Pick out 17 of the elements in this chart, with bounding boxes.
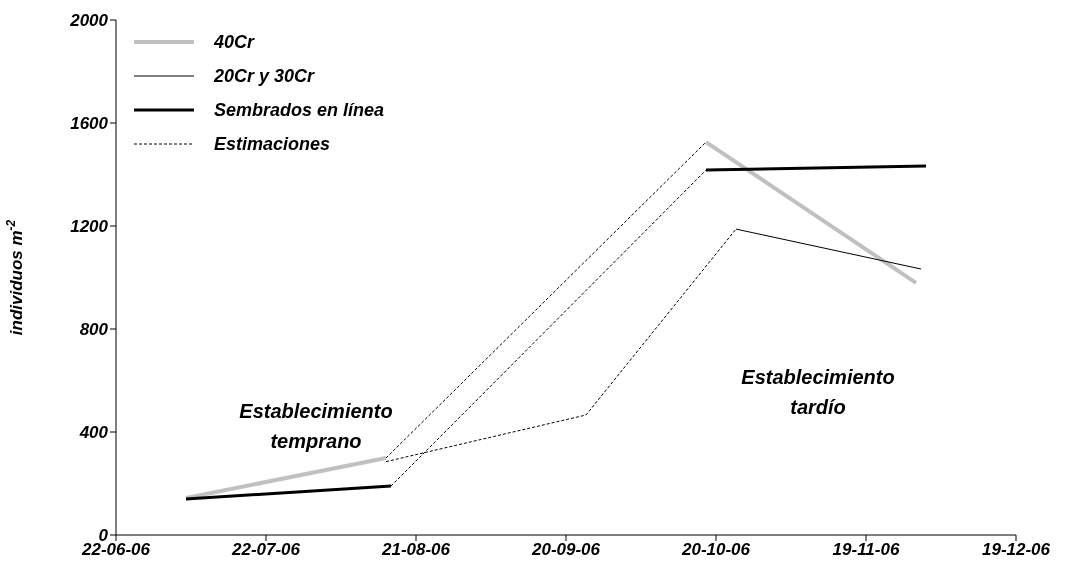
x-tick-label: 22-07-06 — [230, 540, 301, 560]
x-tick-label: 19-11-06 — [832, 540, 900, 560]
y-tick-label: 400 — [78, 423, 109, 443]
legend-label: Sembrados en línea — [214, 99, 385, 121]
annotation: Establecimiento temprano — [239, 400, 393, 452]
x-tick-label: 21-08-06 — [380, 540, 451, 560]
y-tick-label: 2000 — [69, 11, 109, 31]
x-tick-label: 19-12-06 — [981, 540, 1051, 560]
y-tick-label: 1200 — [70, 217, 109, 237]
x-tick-label: 20-10-06 — [680, 540, 751, 560]
legend-label: 20Cr y 30Cr — [214, 65, 315, 87]
x-tick-label: 20-09-06 — [530, 540, 601, 560]
y-tick-label: 1600 — [70, 114, 109, 134]
y-tick-label: 800 — [79, 320, 109, 340]
legend-label: Estimaciones — [214, 133, 331, 155]
legend-label: 40Cr — [214, 31, 255, 53]
annotation: Establecimiento tardío — [741, 366, 895, 418]
